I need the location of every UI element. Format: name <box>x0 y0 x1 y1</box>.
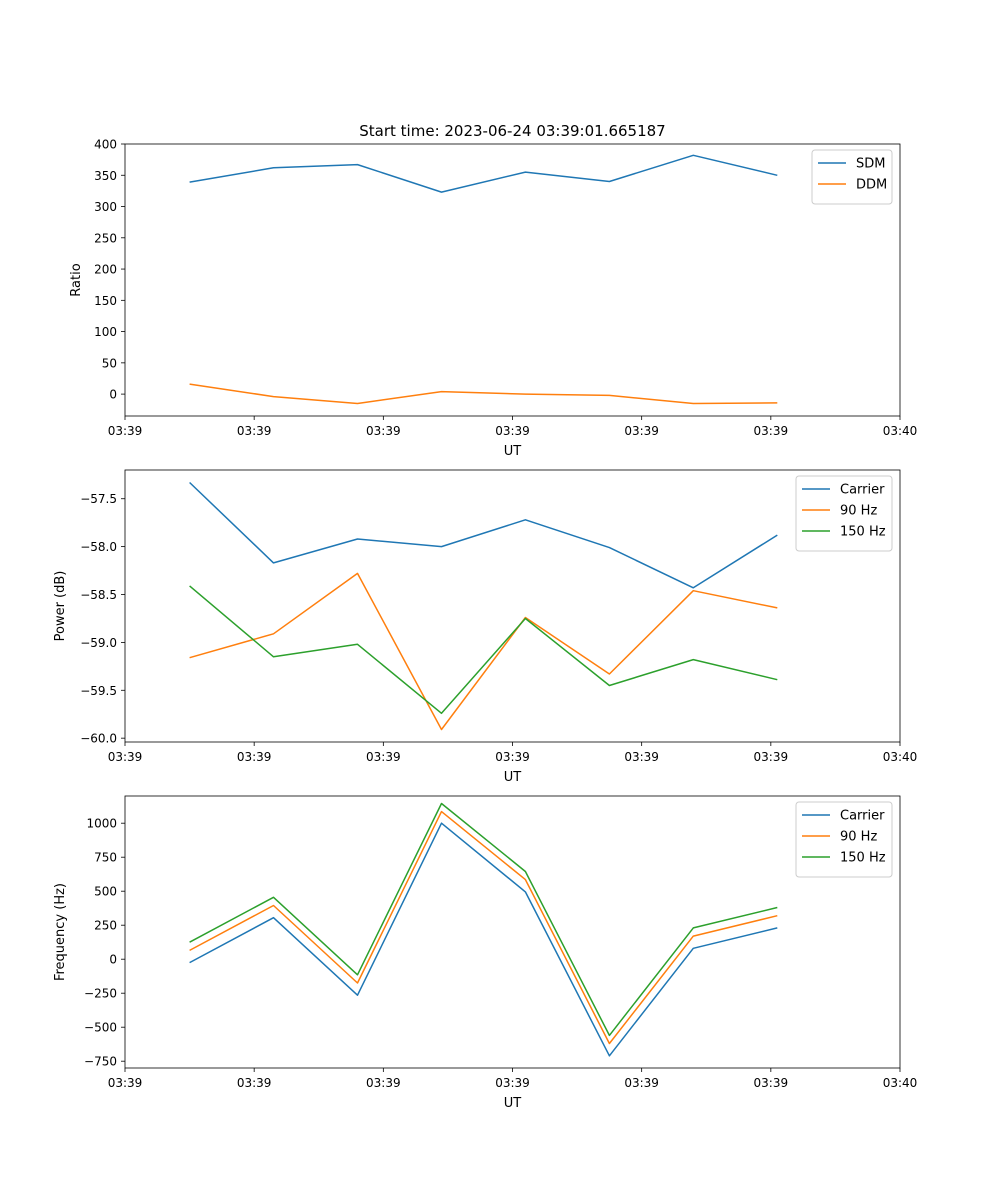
plot-panel-2: 03:39 03:39 03:39 03:39 03:39 03:39 03:40 −60.0… <box>53 469 918 785</box>
x-tick-label: 03:39 <box>495 424 530 438</box>
x-tick-label: 03:39 <box>366 424 401 438</box>
axes-frame <box>124 469 901 743</box>
y-tick-label: 750 <box>94 851 117 865</box>
legend-label: Carrier <box>840 809 885 824</box>
axes-frame <box>124 795 901 1069</box>
legend: Carrier 90 Hz 150 Hz <box>795 801 893 878</box>
y-tick-label: 200 <box>94 263 117 277</box>
y-tick-label: 300 <box>94 200 117 214</box>
chart-title: Start time: 2023-06-24 03:39:01.665187 <box>359 122 665 140</box>
y-axis-label: Power (dB) <box>53 571 68 642</box>
x-tick-label: 03:39 <box>754 424 789 438</box>
x-axis-label: UT <box>504 1096 522 1111</box>
y-axis-label: Ratio <box>69 263 84 296</box>
y-tick-label: −500 <box>84 1021 117 1035</box>
legend-label: 150 Hz <box>840 525 886 540</box>
y-tick-label: −59.0 <box>80 636 117 650</box>
legend-box <box>795 801 893 878</box>
series-line-90-hz <box>189 572 778 731</box>
y-tick-label: −60.0 <box>80 732 117 746</box>
x-tick-label: 03:39 <box>237 750 272 764</box>
x-tick-label: 03:39 <box>237 424 272 438</box>
legend-label: 90 Hz <box>840 504 877 519</box>
y-tick-label: −250 <box>84 987 117 1001</box>
y-tick-label: 100 <box>94 325 117 339</box>
legend-label: Carrier <box>840 483 885 498</box>
series-line-ddm <box>189 383 778 405</box>
series-line-150-hz <box>189 802 778 1037</box>
legend: SDM DDM <box>811 149 893 205</box>
axes-frame <box>124 143 901 417</box>
x-tick-label: 03:39 <box>237 1076 272 1090</box>
y-tick-label: 250 <box>94 231 117 245</box>
series-line-carrier <box>189 822 778 1057</box>
series-line-carrier <box>189 481 778 589</box>
x-tick-label: 03:39 <box>754 1076 789 1090</box>
x-tick-label: 03:39 <box>495 1076 530 1090</box>
y-tick-label: 50 <box>102 356 117 370</box>
legend-label: 90 Hz <box>840 830 877 845</box>
x-tick-label: 03:39 <box>366 750 401 764</box>
y-tick-label: 0 <box>109 953 117 967</box>
x-axis-label: UT <box>504 444 522 459</box>
x-tick-label: 03:39 <box>624 750 659 764</box>
y-tick-label: −57.5 <box>80 492 117 506</box>
legend-label: SDM <box>856 157 885 172</box>
y-tick-label: 150 <box>94 294 117 308</box>
x-tick-label: 03:39 <box>108 424 143 438</box>
y-tick-label: 0 <box>109 388 117 402</box>
y-tick-label: −58.0 <box>80 540 117 554</box>
x-tick-label: 03:39 <box>108 1076 143 1090</box>
x-tick-label: 03:39 <box>495 750 530 764</box>
legend-label: DDM <box>856 178 887 193</box>
x-tick-label: 03:39 <box>366 1076 401 1090</box>
series-line-90-hz <box>189 810 778 1045</box>
y-tick-label: 350 <box>94 169 117 183</box>
legend-label: 150 Hz <box>840 851 886 866</box>
y-tick-label: 400 <box>94 138 117 152</box>
y-tick-label: −750 <box>84 1055 117 1069</box>
y-tick-label: 250 <box>94 919 117 933</box>
x-tick-label: 03:39 <box>624 1076 659 1090</box>
x-tick-label: 03:39 <box>754 750 789 764</box>
x-tick-label: 03:39 <box>624 424 659 438</box>
x-tick-label: 03:40 <box>883 1076 918 1090</box>
plot-panel-1: 03:39 03:39 03:39 03:39 03:39 03:39 03:40 0 50 10… <box>69 138 917 460</box>
y-tick-label: 1000 <box>86 817 117 831</box>
x-axis-label: UT <box>504 770 522 785</box>
series-line-sdm <box>189 154 778 193</box>
x-tick-label: 03:39 <box>108 750 143 764</box>
y-axis-label: Frequency (Hz) <box>53 883 68 981</box>
y-tick-label: −58.5 <box>80 588 117 602</box>
plot-panel-3: 03:39 03:39 03:39 03:39 03:39 03:39 03:40 −750 −… <box>53 795 918 1111</box>
x-tick-label: 03:40 <box>883 750 918 764</box>
y-tick-label: 500 <box>94 885 117 899</box>
legend-box <box>795 475 893 552</box>
x-tick-label: 03:40 <box>883 424 918 438</box>
series-line-150-hz <box>189 585 778 715</box>
legend: Carrier 90 Hz 150 Hz <box>795 475 893 552</box>
y-tick-label: −59.5 <box>80 684 117 698</box>
